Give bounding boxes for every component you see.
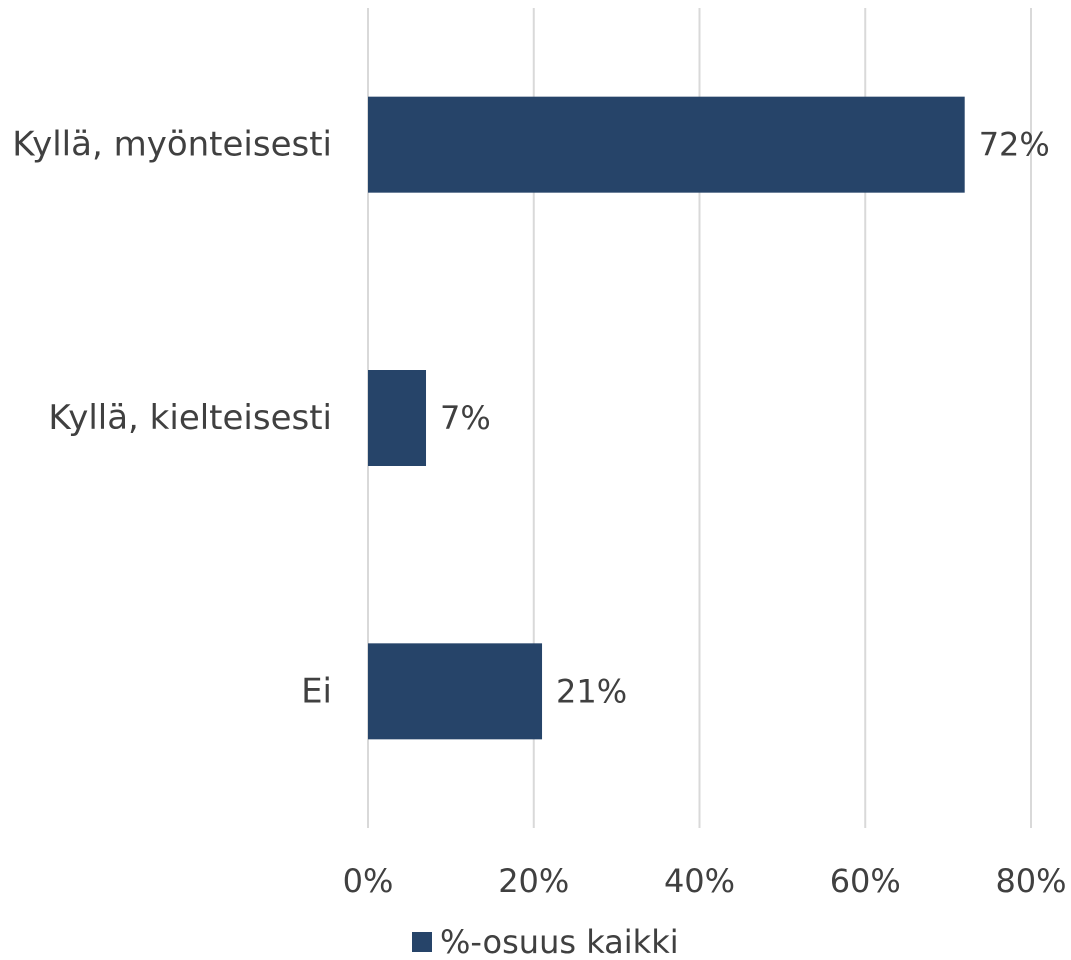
tick-label-0: 0% [343,862,394,900]
bar-2 [368,643,543,740]
x-axis-tick-labels: 0% 20% 40% 60% 80% [343,862,1067,900]
tick-label-40: 40% [664,862,735,900]
tick-label-60: 60% [830,862,901,900]
category-label-0: Kyllä, myönteisesti [12,125,332,165]
data-labels: 72% 7% 21% [440,126,1050,711]
data-label-2: 21% [556,672,627,710]
category-label-1: Kyllä, kielteisesti [48,398,332,438]
category-labels: Kyllä, myönteisesti Kyllä, kielteisesti Ei [12,125,332,712]
tick-label-20: 20% [498,862,569,900]
legend-label: %-osuus kaikki [440,923,679,960]
legend: %-osuus kaikki [412,923,679,960]
data-label-1: 7% [440,399,491,437]
category-label-2: Ei [301,671,332,711]
bar-0 [368,96,965,193]
bar-1 [368,370,427,466]
legend-swatch [412,932,432,952]
data-label-0: 72% [979,126,1050,164]
bars [368,96,965,740]
tick-label-80: 80% [995,862,1066,900]
